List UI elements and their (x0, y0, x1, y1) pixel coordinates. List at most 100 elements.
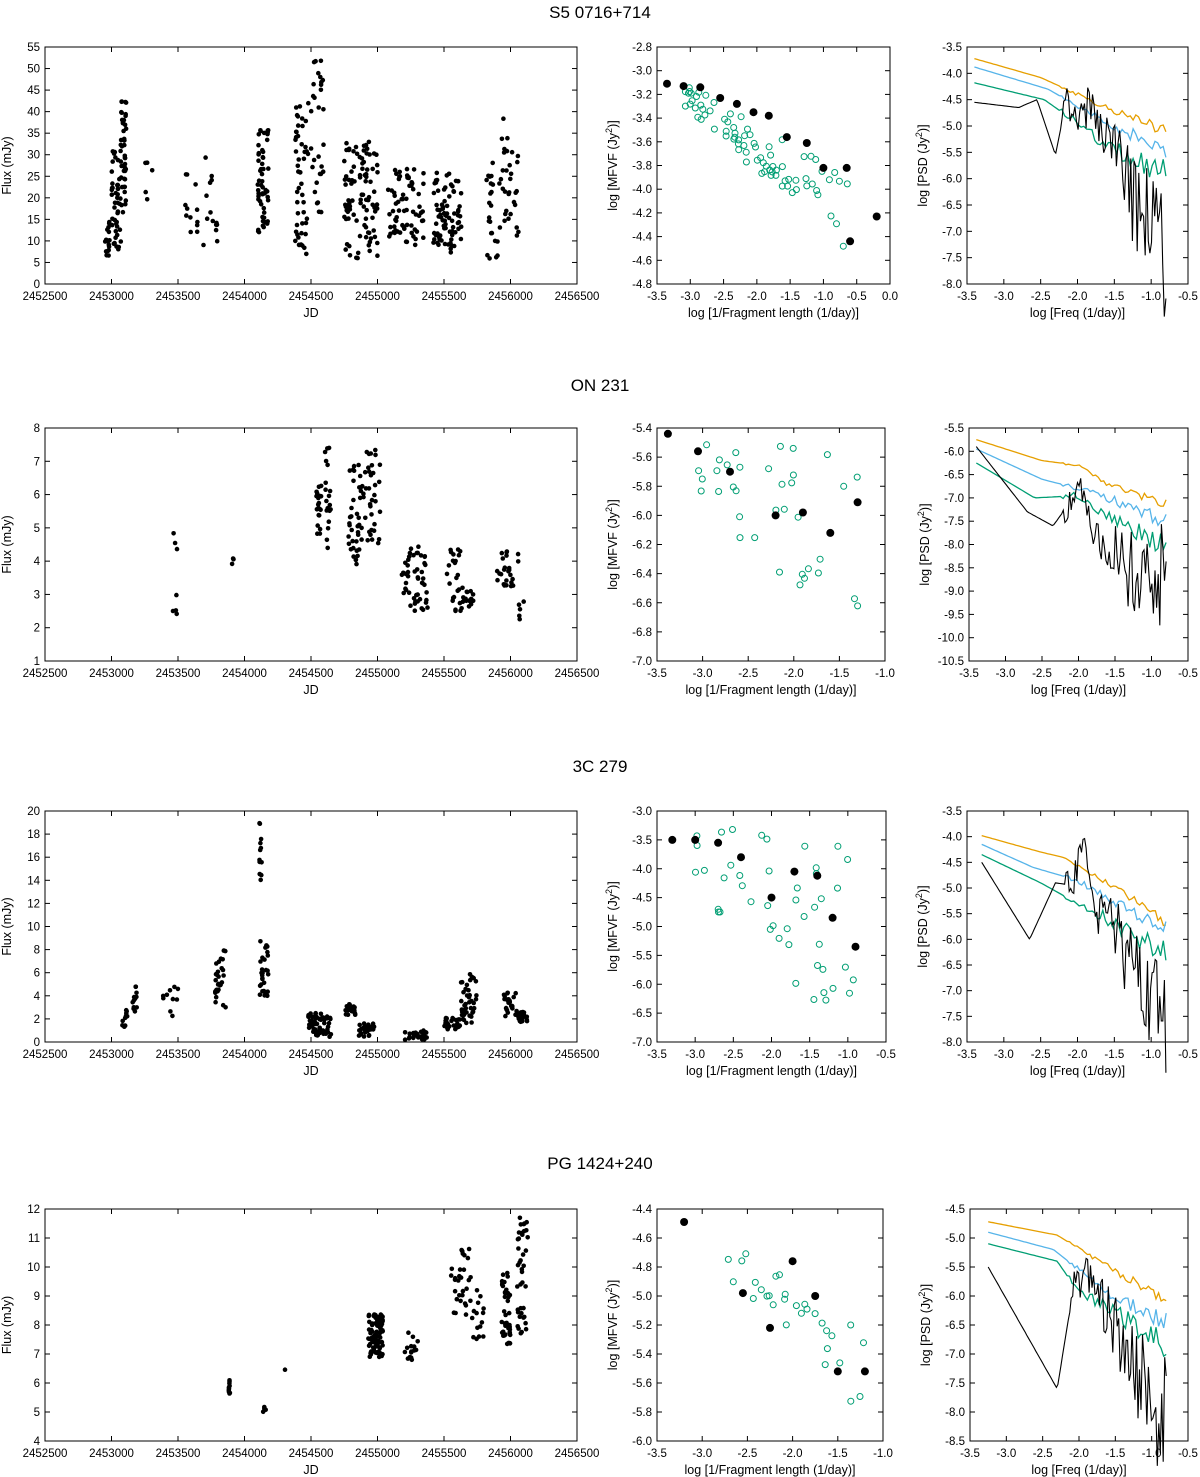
y-tick-label: -7.0 (942, 226, 962, 238)
data-point (350, 198, 355, 203)
data-point (468, 1275, 473, 1280)
x-tick-label: -1.0 (838, 1049, 858, 1061)
observed-point (663, 79, 671, 88)
simulated-point (792, 896, 800, 904)
y-axis-label: Flux (mJy) (0, 1296, 14, 1354)
simulated-point (767, 171, 775, 179)
data-point (406, 590, 412, 595)
data-point (464, 982, 470, 988)
x-tick-label: -0.5 (1178, 668, 1198, 680)
data-point (316, 484, 322, 490)
x-tick-label: 2456000 (488, 668, 533, 680)
data-point (261, 988, 267, 994)
data-point (266, 166, 271, 171)
simulated-point (724, 1255, 732, 1263)
data-point (184, 206, 190, 211)
data-point (456, 587, 462, 592)
data-point (322, 1017, 327, 1022)
data-point (213, 977, 218, 983)
y-tick-label: 45 (27, 85, 40, 97)
data-point (443, 1021, 449, 1026)
observed-point (851, 942, 860, 951)
data-point (500, 1283, 506, 1289)
observed-point (860, 1367, 869, 1376)
x-tick-label: -0.5 (1178, 1448, 1198, 1460)
data-point (519, 1267, 525, 1272)
data-point (499, 1330, 505, 1335)
plot-frame (656, 427, 886, 662)
x-axis-label: log [Freq (1/day)] (1031, 683, 1126, 697)
data-point (301, 210, 307, 215)
x-tick-label: 2456500 (555, 1448, 600, 1460)
simulated-point (726, 110, 734, 118)
data-point (402, 1030, 408, 1035)
simulated-point (759, 159, 767, 167)
data-point (514, 233, 520, 238)
x-axis-label: log [Freq (1/day)] (1030, 306, 1125, 320)
data-point (410, 1334, 416, 1340)
y-tick-label: -4.2 (632, 208, 652, 220)
y-tick-label: 9 (34, 1291, 40, 1303)
data-point (304, 216, 310, 221)
data-point (375, 540, 381, 546)
data-point (118, 148, 123, 154)
data-point (351, 1004, 356, 1009)
data-point (477, 1324, 483, 1329)
observed-point (872, 212, 881, 221)
psd-line-green (981, 854, 1167, 961)
data-point (502, 1289, 508, 1295)
data-point (408, 546, 414, 551)
data-point (345, 1012, 351, 1017)
data-point (453, 230, 458, 235)
x-tick-label: 2452500 (23, 291, 68, 303)
data-point (118, 196, 123, 201)
data-point (310, 1014, 315, 1020)
simulated-point (769, 163, 777, 170)
x-tick-label: 2455500 (422, 1448, 467, 1460)
plot-frame (969, 1208, 1189, 1442)
observed-point (802, 139, 811, 147)
x-tick-label: -3.0 (680, 291, 700, 303)
panel-title: S5 0716+714 (549, 3, 651, 22)
simulated-point (715, 488, 723, 495)
observed-point (833, 1367, 842, 1376)
observed-point (790, 867, 799, 876)
simulated-point (788, 189, 796, 197)
simulated-point (688, 97, 696, 105)
data-point (204, 216, 210, 221)
data-point (317, 526, 323, 532)
simulated-point (744, 125, 751, 133)
data-point (486, 215, 492, 220)
data-point (362, 1028, 368, 1033)
data-point (449, 237, 454, 242)
data-point (367, 248, 373, 254)
data-point (368, 472, 374, 478)
simulated-point (686, 100, 694, 108)
data-point (452, 1288, 458, 1294)
simulated-point (758, 831, 766, 839)
data-point (220, 967, 226, 973)
data-point (515, 1262, 521, 1268)
data-point (303, 118, 309, 124)
simulated-point (778, 480, 786, 488)
data-point (376, 479, 382, 485)
data-point (449, 1266, 455, 1272)
data-point (174, 611, 179, 617)
x-tick-label: -3.0 (996, 1448, 1016, 1460)
data-point (517, 613, 522, 619)
data-point (470, 592, 476, 597)
y-tick-label: -4.5 (945, 1204, 965, 1216)
simulated-point (701, 111, 709, 119)
data-point (501, 116, 506, 121)
data-point (466, 1246, 472, 1252)
data-point (349, 1007, 355, 1013)
data-point (518, 1330, 524, 1336)
data-point (499, 1319, 505, 1325)
data-point (257, 199, 263, 204)
data-point (523, 1248, 529, 1253)
simulated-point (841, 963, 849, 971)
data-point (123, 1007, 129, 1013)
x-tick-label: -2.5 (737, 1448, 757, 1460)
data-point (310, 93, 316, 99)
data-point (363, 197, 369, 203)
